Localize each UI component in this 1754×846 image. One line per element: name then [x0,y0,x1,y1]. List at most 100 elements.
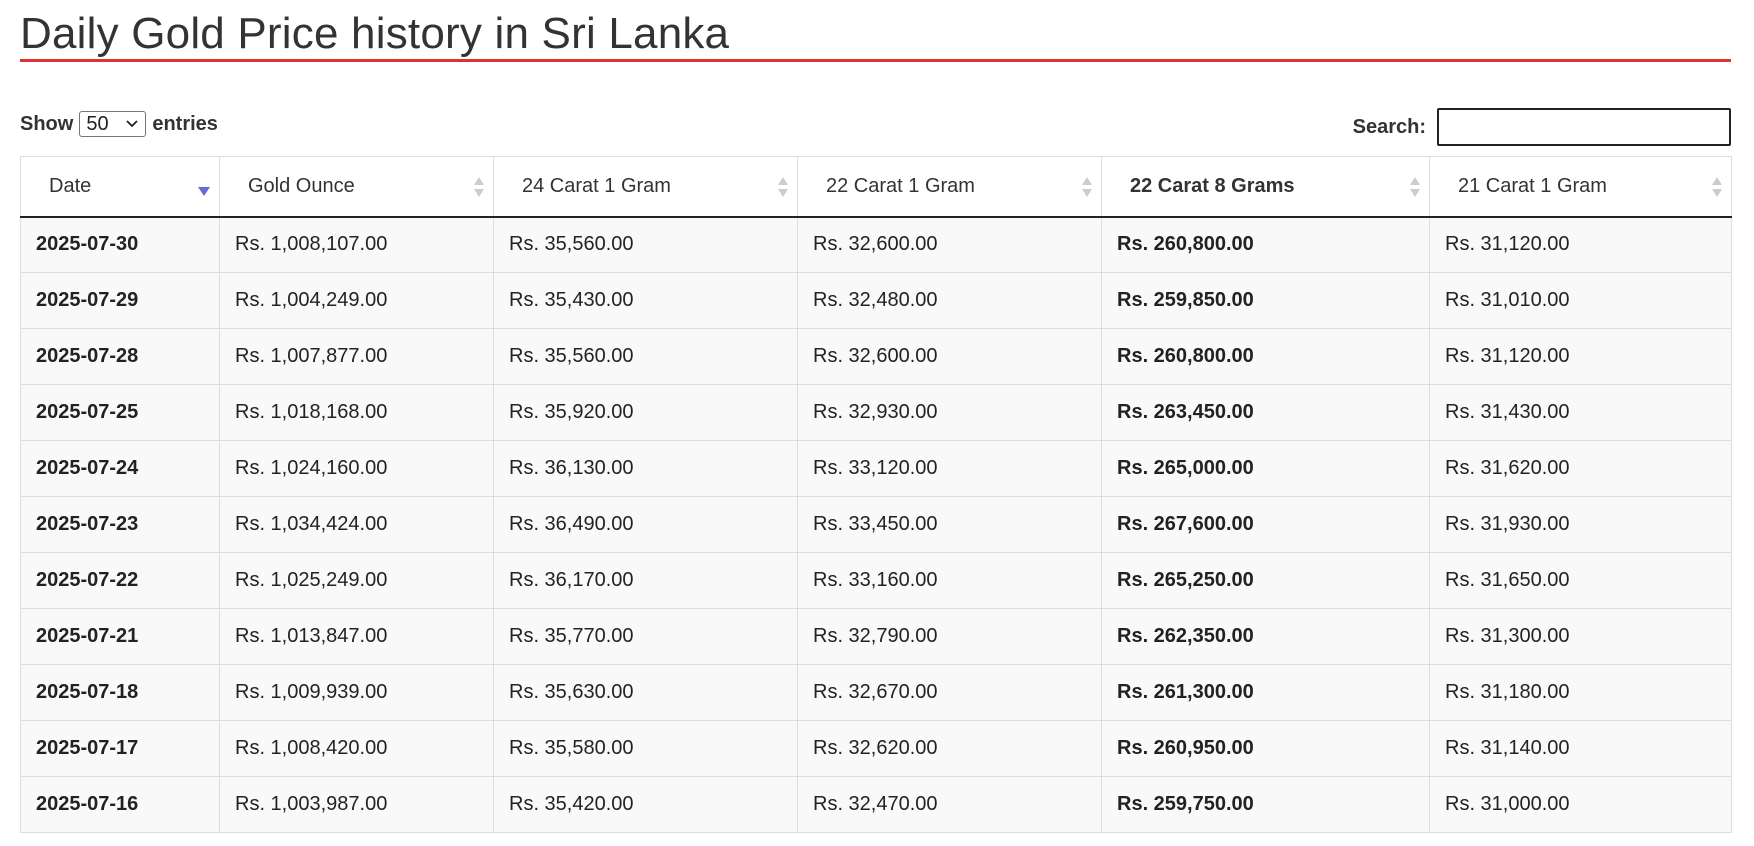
search-control: Search: [1353,108,1731,146]
date-cell: 2025-07-23 [20,496,220,553]
table-body: 2025-07-30 Rs. 1,008,107.00 Rs. 35,560.00 R… [20,216,1732,833]
price-cell: Rs. 35,630.00 [493,664,798,721]
price-cell: Rs. 33,120.00 [797,440,1102,497]
title-divider [20,59,1731,62]
price-cell: Rs. 267,600.00 [1101,496,1430,553]
show-label: Show [20,112,74,135]
date-cell: 2025-07-25 [20,384,220,441]
price-cell: Rs. 31,120.00 [1429,328,1732,385]
price-cell: Rs. 36,490.00 [493,496,798,553]
price-cell: Rs. 32,600.00 [797,216,1102,273]
price-cell: Rs. 1,024,160.00 [219,440,494,497]
table-row: 2025-07-17 Rs. 1,008,420.00 Rs. 35,580.00 R… [20,720,1732,777]
price-cell: Rs. 260,950.00 [1101,720,1430,777]
price-cell: Rs. 35,560.00 [493,216,798,273]
table-row: 2025-07-28 Rs. 1,007,877.00 Rs. 35,560.00 R… [20,328,1732,385]
price-cell: Rs. 265,000.00 [1101,440,1430,497]
price-cell: Rs. 1,013,847.00 [219,608,494,665]
column-header-5[interactable]: 21 Carat 1 Gram [1429,156,1732,218]
price-cell: Rs. 31,120.00 [1429,216,1732,273]
date-cell: 2025-07-22 [20,552,220,609]
date-cell: 2025-07-17 [20,720,220,777]
price-cell: Rs. 31,430.00 [1429,384,1732,441]
date-cell: 2025-07-29 [20,272,220,329]
search-label: Search: [1352,115,1426,138]
price-cell: Rs. 35,560.00 [493,328,798,385]
column-header-3[interactable]: 22 Carat 1 Gram [797,156,1102,218]
entries-select[interactable]: 50 [79,111,147,137]
price-cell: Rs. 1,008,107.00 [219,216,494,273]
price-cell: Rs. 260,800.00 [1101,328,1430,385]
price-cell: Rs. 32,930.00 [797,384,1102,441]
chevron-down-icon [126,120,138,128]
price-cell: Rs. 35,770.00 [493,608,798,665]
date-cell: 2025-07-30 [20,216,220,273]
table-row: 2025-07-29 Rs. 1,004,249.00 Rs. 35,430.00 R… [20,272,1732,329]
column-header-1[interactable]: Gold Ounce [219,156,494,218]
price-cell: Rs. 35,420.00 [493,776,798,833]
column-header-4[interactable]: 22 Carat 8 Grams [1101,156,1430,218]
price-cell: Rs. 262,350.00 [1101,608,1430,665]
table-row: 2025-07-21 Rs. 1,013,847.00 Rs. 35,770.00 R… [20,608,1732,665]
price-cell: Rs. 33,160.00 [797,552,1102,609]
date-cell: 2025-07-24 [20,440,220,497]
table-header-row: Date Gold Ounce 24 Carat 1 Gram 22 Carat 1 … [20,156,1732,218]
sort-both-icon [1712,177,1722,197]
price-cell: Rs. 31,000.00 [1429,776,1732,833]
price-cell: Rs. 260,800.00 [1101,216,1430,273]
price-cell: Rs. 36,130.00 [493,440,798,497]
price-cell: Rs. 35,920.00 [493,384,798,441]
date-cell: 2025-07-18 [20,664,220,721]
price-cell: Rs. 32,480.00 [797,272,1102,329]
column-header-label: 22 Carat 8 Grams [1130,174,1295,197]
price-cell: Rs. 31,930.00 [1429,496,1732,553]
page-title: Daily Gold Price history in Sri Lanka [20,9,730,58]
price-cell: Rs. 259,750.00 [1101,776,1430,833]
price-cell: Rs. 35,580.00 [493,720,798,777]
entries-select-value: 50 [86,112,109,135]
price-cell: Rs. 31,010.00 [1429,272,1732,329]
price-cell: Rs. 261,300.00 [1101,664,1430,721]
sort-both-icon [474,177,484,197]
price-cell: Rs. 33,450.00 [797,496,1102,553]
search-input[interactable] [1437,108,1731,146]
column-header-2[interactable]: 24 Carat 1 Gram [493,156,798,218]
date-cell: 2025-07-16 [20,776,220,833]
price-cell: Rs. 1,008,420.00 [219,720,494,777]
price-cell: Rs. 31,300.00 [1429,608,1732,665]
price-cell: Rs. 1,003,987.00 [219,776,494,833]
price-cell: Rs. 31,140.00 [1429,720,1732,777]
table-row: 2025-07-24 Rs. 1,024,160.00 Rs. 36,130.00 R… [20,440,1732,497]
price-cell: Rs. 32,790.00 [797,608,1102,665]
column-header-label: 22 Carat 1 Gram [826,174,975,197]
price-cell: Rs. 1,025,249.00 [219,552,494,609]
column-header-label: 24 Carat 1 Gram [522,174,671,197]
price-cell: Rs. 1,004,249.00 [219,272,494,329]
price-cell: Rs. 1,034,424.00 [219,496,494,553]
column-header-label: Gold Ounce [248,174,355,197]
price-cell: Rs. 263,450.00 [1101,384,1430,441]
table-row: 2025-07-25 Rs. 1,018,168.00 Rs. 35,920.00 R… [20,384,1732,441]
price-cell: Rs. 36,170.00 [493,552,798,609]
table-row: 2025-07-18 Rs. 1,009,939.00 Rs. 35,630.00 R… [20,664,1732,721]
price-history-table: Date Gold Ounce 24 Carat 1 Gram 22 Carat 1 … [20,156,1732,833]
price-cell: Rs. 32,470.00 [797,776,1102,833]
price-cell: Rs. 1,007,877.00 [219,328,494,385]
entries-label: entries [152,112,218,135]
sort-both-icon [778,177,788,197]
price-cell: Rs. 31,620.00 [1429,440,1732,497]
table-row: 2025-07-22 Rs. 1,025,249.00 Rs. 36,170.00 R… [20,552,1732,609]
sort-both-icon [1082,177,1092,197]
table-row: 2025-07-30 Rs. 1,008,107.00 Rs. 35,560.00 R… [20,216,1732,273]
price-cell: Rs. 259,850.00 [1101,272,1430,329]
sort-both-icon [1410,177,1420,197]
column-header-label: Date [49,174,92,197]
price-cell: Rs. 32,600.00 [797,328,1102,385]
column-header-0[interactable]: Date [20,156,220,218]
price-cell: Rs. 35,430.00 [493,272,798,329]
price-cell: Rs. 265,250.00 [1101,552,1430,609]
price-cell: Rs. 1,009,939.00 [219,664,494,721]
price-cell: Rs. 31,180.00 [1429,664,1732,721]
table-row: 2025-07-16 Rs. 1,003,987.00 Rs. 35,420.00 R… [20,776,1732,833]
